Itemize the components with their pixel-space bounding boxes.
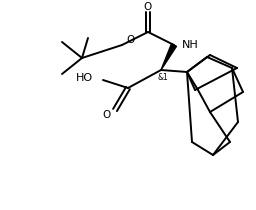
Text: O: O: [126, 35, 134, 45]
Polygon shape: [161, 44, 176, 70]
Text: HO: HO: [76, 73, 93, 83]
Text: &1: &1: [157, 74, 168, 83]
Text: O: O: [103, 110, 111, 120]
Text: O: O: [144, 2, 152, 12]
Text: NH: NH: [182, 40, 199, 50]
